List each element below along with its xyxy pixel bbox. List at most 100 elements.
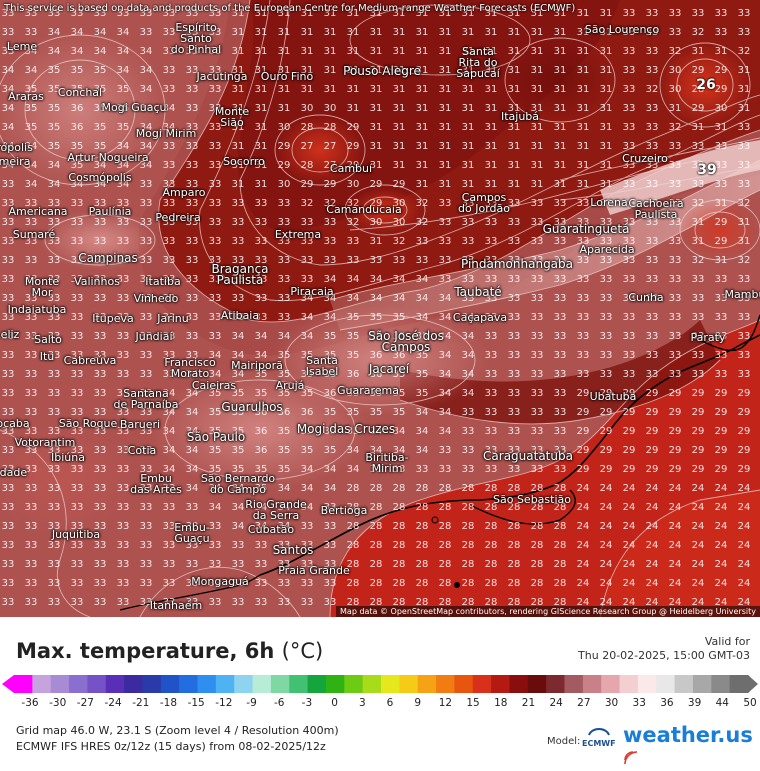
temperature-value: 31 xyxy=(301,27,314,38)
temperature-value: 29 xyxy=(692,445,705,456)
temperature-value: 28 xyxy=(692,84,705,95)
temperature-value: 33 xyxy=(25,274,38,285)
temperature-value: 33 xyxy=(738,141,751,152)
temperature-value: 31 xyxy=(508,27,521,38)
temperature-value: 30 xyxy=(393,217,406,228)
temperature-value: 33 xyxy=(25,445,38,456)
temperature-value: 33 xyxy=(94,597,107,608)
temperature-value: 33 xyxy=(692,293,705,304)
temperature-value: 33 xyxy=(186,578,199,589)
temperature-value: 30 xyxy=(278,179,291,190)
ecmwf-logo[interactable]: ECMWF xyxy=(582,725,616,748)
temperature-value: 34 xyxy=(232,369,245,380)
temperature-value: 31 xyxy=(462,8,475,19)
temperature-value: 33 xyxy=(232,559,245,570)
temperature-value: 33 xyxy=(2,464,15,475)
temperature-value: 31 xyxy=(324,65,337,76)
temperature-value: 31 xyxy=(508,103,521,114)
temperature-value: 34 xyxy=(347,464,360,475)
temperature-value: 34 xyxy=(370,293,383,304)
temperature-value: 28 xyxy=(508,502,521,513)
temperature-value: 31 xyxy=(554,141,567,152)
temperature-value: 33 xyxy=(485,236,498,247)
temperature-value: 35 xyxy=(301,388,314,399)
temperature-value: 33 xyxy=(508,407,521,418)
scale-swatch xyxy=(344,675,364,693)
temperature-value: 24 xyxy=(646,483,659,494)
temperature-value: 27 xyxy=(301,141,314,152)
temperature-value: 36 xyxy=(301,407,314,418)
scale-swatch xyxy=(656,675,676,693)
temperature-value: 33 xyxy=(25,388,38,399)
temperature-value: 33 xyxy=(531,293,544,304)
temperature-value: 33 xyxy=(623,198,636,209)
temperature-value: 28 xyxy=(462,483,475,494)
temperature-value: 35 xyxy=(393,331,406,342)
temperature-map[interactable]: 33 33 33 33 33 33 33 33 33 33 31 31 31 31 31 31 31 31 31 31… xyxy=(0,0,760,617)
temperature-value: 33 xyxy=(71,217,84,228)
temperature-value: 33 xyxy=(209,65,222,76)
temperature-value: 28 xyxy=(508,597,521,608)
temperature-value: 33 xyxy=(508,445,521,456)
temperature-value: 33 xyxy=(646,198,659,209)
temperature-value: 33 xyxy=(232,274,245,285)
temperature-value: 31 xyxy=(600,46,613,57)
temperature-value: 31 xyxy=(278,84,291,95)
scale-swatch xyxy=(582,675,602,693)
temperature-value: 33 xyxy=(186,293,199,304)
map-attribution[interactable]: Map data © OpenStreetMap contributors, r… xyxy=(336,606,760,617)
temperature-value: 35 xyxy=(324,350,337,361)
temperature-value: 35 xyxy=(48,103,61,114)
temperature-value: 33 xyxy=(140,540,153,551)
city-label: Cabreúva xyxy=(63,354,117,367)
temperature-value: 33 xyxy=(94,293,107,304)
temperature-value: 32 xyxy=(347,217,360,228)
temperature-value: 33 xyxy=(25,27,38,38)
temperature-value: 35 xyxy=(255,369,268,380)
temperature-value: 33 xyxy=(623,331,636,342)
temperature-value: 31 xyxy=(508,46,521,57)
temperature-value: 33 xyxy=(324,502,337,513)
temperature-value: 33 xyxy=(48,255,61,266)
temperature-value: 31 xyxy=(600,160,613,171)
temperature-value: 33 xyxy=(508,388,521,399)
temperature-value: 24 xyxy=(692,540,705,551)
temperature-value: 33 xyxy=(117,407,130,418)
temperature-value: 29 xyxy=(692,426,705,437)
temperature-value: 33 xyxy=(163,521,176,532)
temperature-value: 29 xyxy=(715,407,728,418)
temperature-value: 33 xyxy=(48,312,61,323)
temperature-value: 33 xyxy=(301,578,314,589)
city-label: Francisco Morato xyxy=(164,356,216,380)
temperature-value: 33 xyxy=(25,559,38,570)
weather-us-logo[interactable]: weather.us xyxy=(623,723,760,771)
temperature-value: 27 xyxy=(324,160,337,171)
temperature-value: 28 xyxy=(393,540,406,551)
temperature-value: 33 xyxy=(485,445,498,456)
city-label: Mogi Guaçu xyxy=(101,101,167,114)
temperature-value: 32 xyxy=(738,255,751,266)
temperature-value: 28 xyxy=(531,540,544,551)
temperature-value: 33 xyxy=(554,217,567,228)
temperature-value: 31 xyxy=(324,8,337,19)
temperature-value: 33 xyxy=(117,369,130,380)
temperature-value: 33 xyxy=(209,559,222,570)
temperature-value: 33 xyxy=(370,255,383,266)
scale-tick-label: 24 xyxy=(549,697,563,709)
city-label: Artur Nogueira xyxy=(67,151,149,164)
temperature-value: 33 xyxy=(71,559,84,570)
temperature-value: 29 xyxy=(600,445,613,456)
city-label: Ibiúna xyxy=(51,451,85,464)
temperature-value: 33 xyxy=(117,445,130,456)
temperature-value: 33 xyxy=(2,559,15,570)
temperature-value: 31 xyxy=(577,103,590,114)
temperature-value: 29 xyxy=(646,426,659,437)
temperature-value: 33 xyxy=(393,255,406,266)
temperature-value: 34 xyxy=(462,312,475,323)
temperature-value: 33 xyxy=(48,369,61,380)
temperature-value: 31 xyxy=(393,103,406,114)
temperature-value: 33 xyxy=(25,331,38,342)
temperature-value: 33 xyxy=(232,578,245,589)
temperature-value: 31 xyxy=(370,236,383,247)
temperature-value: 34 xyxy=(439,293,452,304)
